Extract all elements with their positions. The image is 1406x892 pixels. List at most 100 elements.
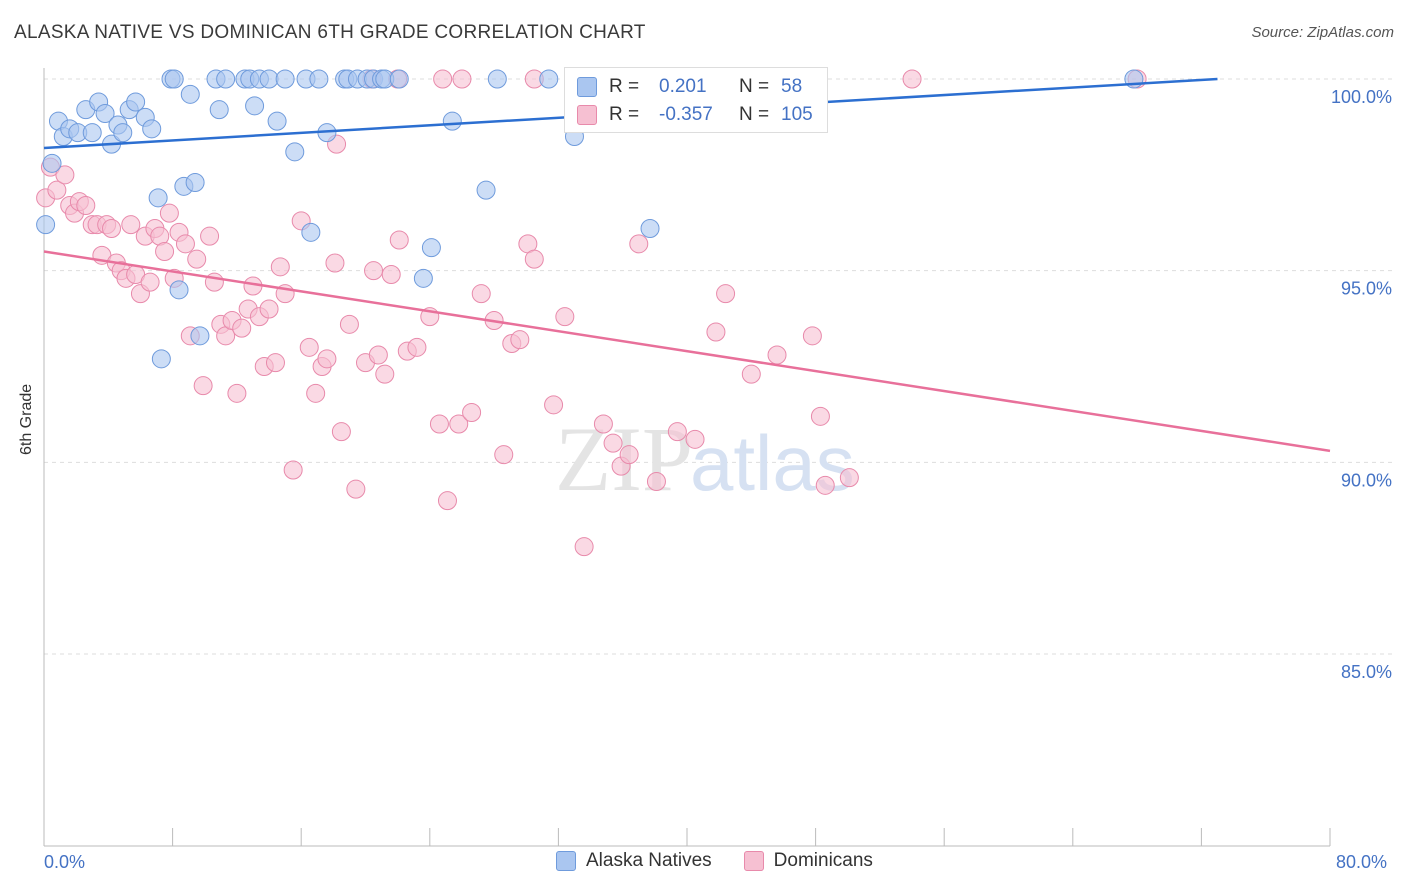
dominicans-point [471, 284, 491, 304]
dominicans-point [155, 242, 175, 261]
dominicans-point [121, 215, 141, 235]
dominicans-point [193, 376, 213, 396]
alaska-natives-point [389, 69, 409, 89]
dominicans-point [368, 345, 388, 365]
dominicans-point [619, 445, 639, 465]
dominicans-point [902, 69, 922, 89]
dominicans-point [544, 395, 564, 415]
dominicans-point [429, 414, 449, 434]
legend-item-alaska-natives[interactable]: Alaska Natives [556, 850, 712, 872]
dominicans-point [306, 383, 326, 403]
legend-n-label: N = [739, 104, 770, 125]
dominicans-point [283, 460, 303, 480]
dominicans-point [364, 261, 384, 281]
alaska-natives-point [185, 173, 205, 192]
x-tick-max: 80.0% [1336, 852, 1388, 872]
alaska-natives-point [190, 326, 210, 346]
alaska-natives-point [82, 123, 102, 143]
dominicans-point [593, 414, 613, 434]
legend-n-value: 105 [781, 104, 813, 125]
dominicans-point [265, 353, 285, 373]
dominicans-point [140, 272, 160, 292]
dominicans-point [270, 257, 290, 277]
alaska-natives-point [164, 69, 184, 89]
dominicans-point [802, 326, 822, 346]
legend-label: Dominicans [773, 850, 873, 871]
dominicans-point [259, 299, 279, 319]
dominicans-point [47, 180, 67, 200]
dominicans-point [232, 318, 252, 338]
legend-r-value: -0.357 [659, 104, 713, 125]
legend-item-dominicans[interactable]: Dominicans [743, 850, 873, 872]
alaska-natives-point [267, 111, 287, 131]
alaska-natives-point [180, 84, 200, 104]
alaska-natives-point [259, 69, 279, 89]
legend-r-label: R = [609, 76, 640, 97]
alaska-natives-point [113, 123, 133, 143]
alaska-natives-point [487, 69, 507, 89]
dominicans-point [646, 472, 666, 491]
alaska-natives-point [245, 96, 265, 116]
dominicans-point [815, 475, 835, 495]
dominicans-point [187, 249, 207, 269]
alaska-natives-point [421, 238, 441, 258]
alaska-natives-point [539, 69, 559, 89]
dominicans-point [810, 406, 830, 426]
alaska-natives-point [142, 119, 162, 139]
alaska-natives-point [442, 111, 462, 131]
y-tick-label: 90.0% [1341, 470, 1392, 490]
dominicans-point [629, 234, 649, 254]
legend-swatch-blue [556, 851, 576, 871]
dominicans-points [36, 69, 1147, 557]
dominicans-point [76, 196, 96, 215]
dominicans-point [706, 322, 726, 342]
alaska-natives-point [216, 69, 236, 89]
dominicans-point [452, 69, 472, 89]
y-tick-label: 100.0% [1331, 87, 1392, 107]
alaska-natives-point [169, 280, 189, 300]
legend-swatch-pink [743, 851, 764, 871]
dominicans-point [375, 364, 395, 384]
alaska-natives-point [36, 215, 56, 235]
dominicans-point [102, 219, 122, 238]
dominicans-point [603, 433, 623, 453]
alaska-natives-point [476, 180, 496, 200]
alaska-natives-point [95, 104, 115, 123]
dominicans-point [175, 234, 195, 254]
legend-n-label: N = [739, 76, 770, 97]
dominicans-point [716, 284, 736, 304]
dominicans-point [685, 429, 705, 449]
x-tick-min: 0.0% [44, 852, 86, 872]
dominicans-point [299, 337, 319, 357]
legend-n-value: 58 [781, 76, 803, 97]
legend-row-dominican: R = -0.357 N = 105 [577, 101, 813, 129]
dominicans-point [159, 203, 179, 223]
dominicans-point [462, 403, 482, 422]
dominicans-point [331, 422, 351, 442]
dominicans-point [339, 314, 359, 334]
watermark-atlas: atlas [690, 419, 855, 507]
alaska-natives-point [275, 69, 295, 89]
dominicans-point [741, 364, 761, 384]
dominicans-point [200, 226, 220, 246]
alaska-natives-points [36, 69, 1144, 369]
alaska-natives-point [126, 92, 146, 112]
dominicans-point [55, 165, 75, 185]
dominicans-point [389, 230, 409, 250]
y-tick-label: 95.0% [1341, 279, 1392, 299]
alaska-natives-point [285, 142, 305, 162]
legend-row-alaska: R = 0.201 N = 58 [577, 73, 802, 101]
dominicans-point [555, 307, 575, 327]
dominicans-point [325, 253, 345, 273]
source-label: Source: ZipAtlas.com [1251, 24, 1394, 41]
gridlines [44, 78, 1392, 655]
dominicans-point [381, 265, 401, 284]
chart-title: ALASKA NATIVE VS DOMINICAN 6TH GRADE COR… [14, 22, 646, 43]
alaska-natives-point [640, 219, 660, 238]
series-legend: Alaska Natives Dominicans [556, 850, 905, 872]
alaska-natives-point [301, 222, 321, 242]
dominicans-point [433, 69, 453, 89]
y-tick-labels: 85.0% 90.0% 95.0% 100.0% [1331, 87, 1392, 682]
alaska-natives-point [148, 188, 168, 208]
